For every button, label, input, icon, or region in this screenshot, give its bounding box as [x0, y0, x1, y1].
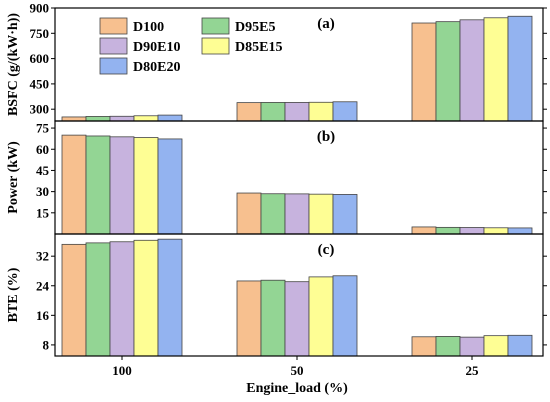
bar-d100-50	[236, 280, 262, 357]
legend-item-d95e5: D95E5	[201, 17, 275, 35]
bar-d95e5-25	[435, 226, 461, 235]
bar-d85e15-25	[483, 227, 509, 235]
bar-d90e10-25	[459, 19, 485, 122]
bar-d100-100	[61, 116, 87, 122]
bar-d95e5-100	[85, 135, 111, 235]
legend-swatch	[99, 57, 128, 75]
y-tick-label: 750	[30, 26, 50, 41]
legend: D100 D95E5 D90E10 D85E15 D80E20	[99, 17, 282, 75]
y-tick-label: 8	[43, 337, 50, 352]
legend-label: D80E20	[133, 60, 180, 75]
y-tick-label: 900	[30, 1, 50, 16]
bar-d85e15-50	[308, 193, 334, 235]
bar-d90e10-100	[109, 115, 135, 122]
panel-tag: (c)	[318, 242, 335, 258]
bar-d90e10-100	[109, 136, 135, 235]
bar-d80e20-25	[507, 227, 533, 235]
bar-d100-100	[61, 243, 87, 357]
y-axis-title: BSFC (g/(kW·h))	[6, 13, 21, 116]
bar-d100-25	[411, 22, 437, 122]
legend-item-d80e20: D80E20	[99, 57, 180, 75]
bar-d85e15-100	[133, 115, 159, 122]
panel-2: 15 30 45 60 75 (b) Power (kW)	[6, 120, 547, 235]
y-tick-label: 24	[36, 278, 50, 293]
bar-d80e20-100	[157, 114, 183, 122]
panel-3: 8 16 24 32 (c) BTE (%)	[6, 233, 547, 357]
y-tick-label: 450	[30, 76, 50, 91]
bar-d100-25	[411, 336, 437, 357]
bar-d80e20-25	[507, 334, 533, 357]
bar-d95e5-25	[435, 21, 461, 122]
x-tick-label: 50	[291, 363, 304, 378]
bar-d85e15-50	[308, 276, 334, 357]
bar-d85e15-50	[308, 101, 334, 122]
legend-item-d85e15: D85E15	[201, 37, 282, 55]
bar-d90e10-25	[459, 227, 485, 235]
panel-frame	[54, 233, 544, 357]
legend-swatch	[99, 37, 128, 55]
y-tick-label: 600	[30, 51, 50, 66]
bar-d95e5-50	[260, 102, 286, 122]
bar-d85e15-100	[133, 239, 159, 357]
bar-d85e15-25	[483, 335, 509, 357]
y-tick-label: 30	[36, 184, 49, 199]
bar-d100-50	[236, 102, 262, 122]
x-axis: 100 50 25	[112, 356, 479, 378]
bar-d80e20-25	[507, 15, 533, 122]
legend-label: D95E5	[235, 20, 275, 35]
y-tick-label: 15	[36, 205, 50, 220]
bar-d85e15-25	[483, 17, 509, 122]
bar-d95e5-50	[260, 279, 286, 357]
panel-tag: (b)	[317, 129, 335, 145]
y-tick-label: 16	[36, 308, 50, 323]
bar-d80e20-50	[332, 101, 358, 122]
legend-item-d100: D100	[99, 17, 164, 35]
bar-d90e10-100	[109, 241, 135, 357]
legend-item-d90e10: D90E10	[99, 37, 180, 55]
y-tick-label: 45	[36, 163, 50, 178]
panel-tag: (a)	[317, 16, 335, 32]
bar-d80e20-100	[157, 138, 183, 235]
bar-d95e5-25	[435, 336, 461, 357]
y-axis-title: BTE (%)	[6, 267, 21, 322]
legend-label: D100	[133, 20, 164, 35]
legend-swatch	[201, 37, 230, 55]
bar-d80e20-100	[157, 238, 183, 357]
x-tick-label: 100	[112, 363, 132, 378]
bar-d100-25	[411, 226, 437, 235]
bar-d95e5-100	[85, 242, 111, 357]
y-tick-label: 32	[36, 249, 49, 264]
bar-d90e10-50	[284, 193, 310, 235]
panels-group: 300 450 600 750 900 (a) BSFC (g/(kW·h)) 15 30 45 6…	[6, 1, 547, 378]
y-axis-title: Power (kW)	[6, 141, 21, 214]
legend-label: D85E15	[235, 40, 282, 55]
bar-d85e15-100	[133, 137, 159, 235]
bar-d95e5-50	[260, 193, 286, 235]
bar-d80e20-50	[332, 275, 358, 357]
bar-d90e10-50	[284, 102, 310, 122]
bar-d90e10-25	[459, 336, 485, 357]
x-axis-title: Engine_load (%)	[246, 381, 348, 396]
y-tick-label: 75	[36, 121, 50, 136]
legend-swatch	[99, 17, 128, 35]
bar-d80e20-50	[332, 194, 358, 235]
y-tick-label: 300	[30, 102, 50, 117]
legend-label: D90E10	[133, 40, 180, 55]
x-tick-label: 25	[466, 363, 480, 378]
legend-swatch	[201, 17, 230, 35]
bar-d95e5-100	[85, 116, 111, 122]
bar-d100-100	[61, 134, 87, 235]
bar-d100-50	[236, 192, 262, 235]
panel-1: 300 450 600 750 900 (a) BSFC (g/(kW·h))	[6, 1, 547, 122]
y-tick-label: 60	[36, 142, 49, 157]
bar-d90e10-50	[284, 281, 310, 357]
